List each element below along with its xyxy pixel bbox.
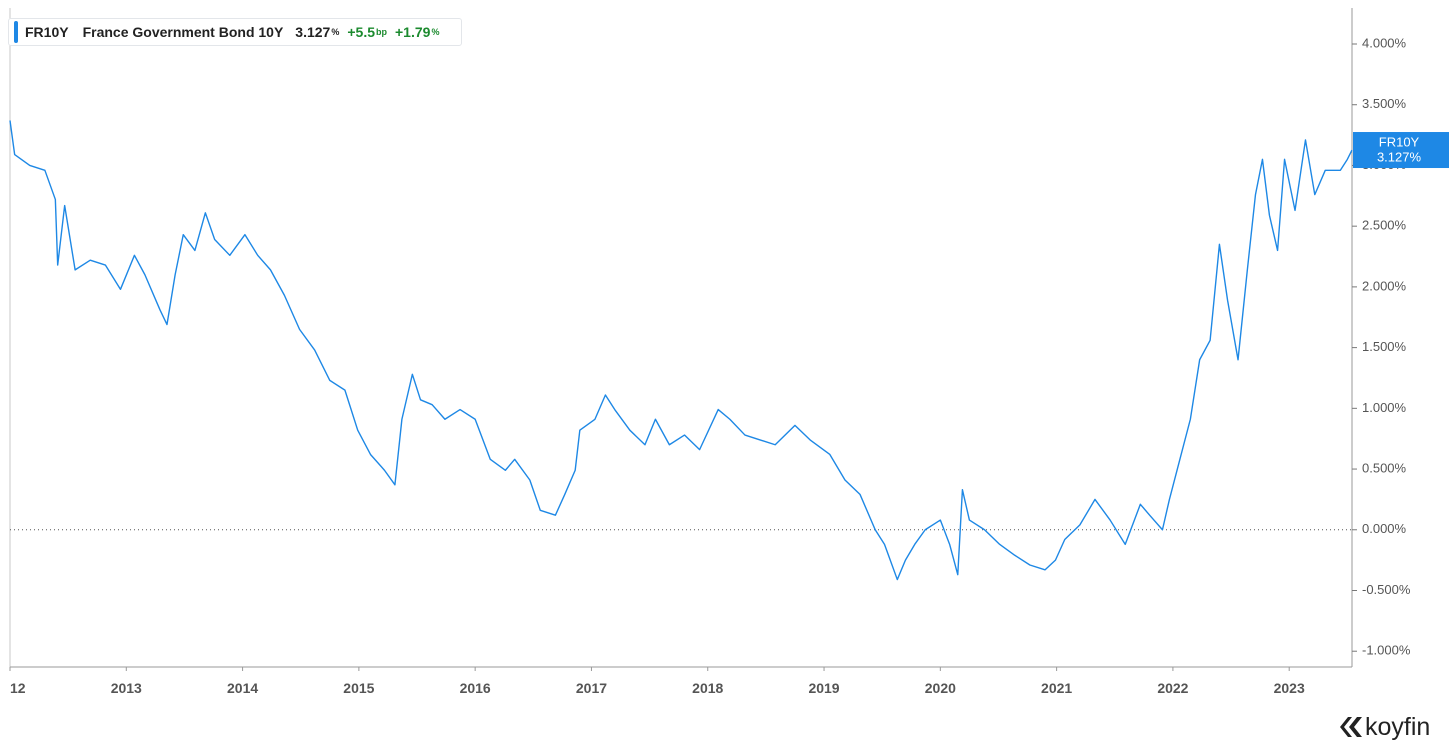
- x-tick-label: 2014: [227, 680, 258, 696]
- y-tick-label: 1.000%: [1362, 400, 1407, 415]
- x-tick-label: 2016: [460, 680, 491, 696]
- badge-name: FR10Y: [1379, 134, 1420, 149]
- last-value: 3.127: [295, 24, 331, 40]
- y-tick-label: 0.500%: [1362, 460, 1407, 475]
- x-tick-label: 2020: [925, 680, 956, 696]
- unit: %: [431, 27, 440, 37]
- logo-icon: [1349, 717, 1362, 737]
- change: +5.5: [347, 24, 375, 40]
- badge-bg: [1353, 132, 1449, 169]
- x-tick-label: 2013: [111, 680, 142, 696]
- change-pct: +1.79: [395, 24, 431, 40]
- logo-icon: [1340, 717, 1352, 737]
- x-tick-label: 12: [10, 680, 26, 696]
- y-tick-label: 2.500%: [1362, 218, 1407, 233]
- x-tick-label: 2023: [1274, 680, 1305, 696]
- logo: koyfin: [1340, 713, 1430, 741]
- legend-header: FR10Y France Government Bond 10Y 3.127% …: [8, 18, 462, 46]
- series-line: [9, 120, 1353, 581]
- y-tick-label: 1.500%: [1362, 339, 1407, 354]
- x-tick-label: 2019: [808, 680, 839, 696]
- y-tick-label: 2.000%: [1362, 278, 1407, 293]
- y-tick-label: 3.500%: [1362, 96, 1407, 111]
- ticker: FR10Y: [25, 24, 69, 40]
- x-tick-label: 2018: [692, 680, 723, 696]
- series-title: France Government Bond 10Y: [82, 24, 284, 40]
- x-tick-label: 2015: [343, 680, 374, 696]
- badge-value: 3.127%: [1377, 149, 1422, 164]
- x-tick-label: 2017: [576, 680, 607, 696]
- watermark: koyfin: [1365, 713, 1430, 741]
- y-tick-label: 4.000%: [1362, 35, 1407, 50]
- legend-swatch: [14, 21, 18, 43]
- y-tick-label: 0.000%: [1362, 521, 1407, 536]
- unit: bp: [376, 27, 387, 37]
- y-tick-label: -1.000%: [1362, 643, 1411, 658]
- x-tick-label: 2022: [1157, 680, 1188, 696]
- unit: %: [331, 27, 340, 37]
- x-tick-label: 2021: [1041, 680, 1072, 696]
- y-tick-label: -0.500%: [1362, 582, 1411, 597]
